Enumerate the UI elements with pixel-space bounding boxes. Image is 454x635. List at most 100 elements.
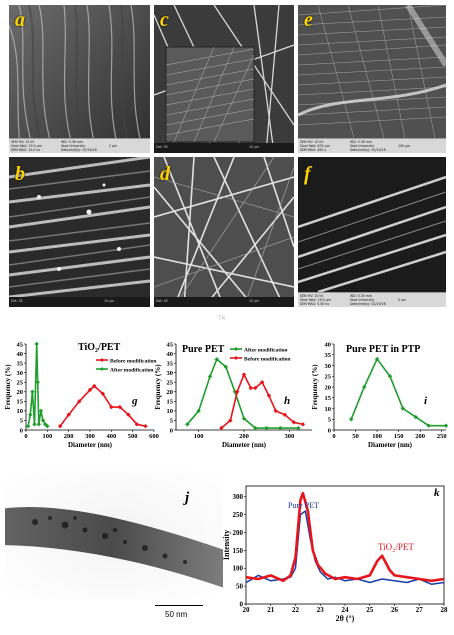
x-tick-label: 27: [416, 606, 424, 614]
x-axis-label: Diameter (nm): [222, 441, 267, 449]
y-tick-label: 15: [325, 395, 332, 402]
data-point: [77, 399, 82, 404]
data-point: [241, 416, 247, 421]
data-point: [207, 374, 213, 379]
y-tick-label: 40: [325, 341, 332, 348]
data-point: [126, 412, 131, 417]
series-label-tio2-pet: TiO₂/PET: [378, 542, 414, 552]
chart-i-svg: 0 50 100 150 200 250 0 5 10 15 20 25 30 35 40 Diameter …: [311, 341, 449, 449]
y-tick-label: 5: [170, 418, 174, 425]
fiber-texture-c: [154, 5, 294, 153]
x-tick-label: 500: [128, 433, 138, 440]
y-tick-label: 10: [167, 408, 174, 415]
x-tick-label: 24: [342, 606, 350, 614]
data-point: [36, 422, 41, 427]
data-point: [253, 385, 258, 391]
y-tick-label: 25: [17, 379, 24, 386]
chart-title: TiO₂/PET: [78, 342, 121, 353]
data-point: [38, 408, 44, 414]
y-tick-label: 20: [167, 389, 174, 396]
data-point: [232, 389, 238, 394]
data-point: [66, 412, 71, 417]
data-point: [426, 423, 431, 428]
y-tick-label: 30: [17, 370, 24, 377]
sem-panel-e: e SEM HV: 15 kV WD: 5.36 mm View field: …: [298, 5, 446, 153]
y-axis-label: Frequency (%): [154, 364, 162, 410]
data-point: [413, 414, 419, 420]
x-axis-label: Diameter (nm): [368, 441, 413, 449]
data-point: [278, 425, 283, 431]
y-tick-label: 100: [233, 565, 244, 573]
chart-k-svg: 20 21 22 23 24 25 26 27 28 0 50 100 150 200 250 300 2θ (…: [222, 485, 448, 623]
series-line-2: [220, 373, 304, 429]
y-tick-label: 40: [167, 351, 174, 358]
data-point: [30, 389, 35, 394]
fiber-texture-d: [154, 157, 294, 307]
data-point: [143, 423, 148, 429]
data-point: [443, 423, 449, 428]
y-tick-label: 150: [233, 547, 244, 555]
legend-after-marker: [100, 367, 104, 371]
series-line-1: [245, 510, 445, 586]
x-tick-label: 200: [239, 433, 249, 440]
chart-g: 0 100 200 300 400 500 600 0 5 10 15 20 25 30 35 40 45 Dia…: [0, 322, 165, 450]
y-axis-label: Intensity: [222, 530, 231, 560]
x-tick-label: 300: [85, 433, 95, 440]
y-axis-label: Frequency (%): [4, 364, 12, 410]
x-tick-label: 21: [267, 606, 275, 614]
data-point: [241, 372, 247, 377]
sem-info-bar-e: SEM HV: 15 kV WD: 5.36 mm View field: 63…: [298, 138, 446, 153]
x-tick-label: 300: [284, 433, 294, 440]
data-point: [253, 425, 258, 431]
data-point: [185, 422, 190, 427]
x-tick-label: 20: [243, 606, 251, 614]
panel-label-d: d: [160, 163, 170, 185]
y-tick-label: 300: [233, 493, 244, 501]
data-point: [374, 356, 380, 362]
legend-after-label: After modification: [244, 347, 287, 353]
x-tick-label: 100: [42, 433, 52, 440]
data-point: [300, 422, 306, 427]
watermark: TK: [218, 316, 226, 322]
data-point: [92, 383, 97, 389]
panel-label-h: h: [284, 395, 290, 407]
legend-before-marker: [100, 358, 104, 362]
data-point: [235, 389, 240, 394]
data-point: [264, 425, 269, 431]
x-tick-label: 26: [391, 606, 399, 614]
legend-before-label: Before modification: [244, 356, 291, 362]
data-point: [134, 422, 140, 427]
panel-label-c: c: [160, 9, 169, 31]
series-label-pure-pet: Pure PET: [288, 501, 319, 510]
plot-frame: [245, 485, 445, 605]
data-point: [266, 393, 272, 398]
series-line-1: [350, 358, 446, 427]
data-point: [282, 412, 287, 417]
x-tick-label: 100: [372, 433, 382, 440]
data-point: [228, 418, 233, 423]
y-tick-label: 45: [17, 341, 24, 348]
x-tick-label: 50: [352, 433, 359, 440]
panel-label-e: e: [304, 9, 313, 31]
chart-k: 20 21 22 23 24 25 26 27 28 0 50 100 150 200 250 300 2θ (…: [222, 462, 454, 630]
data-point: [196, 408, 201, 414]
y-tick-label: 20: [325, 384, 332, 391]
panel-label-k: k: [434, 487, 440, 499]
chart-i: 0 50 100 150 200 250 0 5 10 15 20 25 30 35 40 Diameter …: [306, 322, 454, 450]
data-point: [214, 357, 219, 362]
y-tick-label: 35: [167, 360, 174, 367]
data-point: [25, 423, 31, 429]
data-point: [57, 423, 63, 429]
data-point: [248, 385, 253, 391]
y-tick-label: 25: [325, 374, 332, 381]
x-tick-label: 0: [332, 433, 335, 440]
x-axis-label: 2θ (°): [336, 614, 355, 623]
x-tick-label: 400: [106, 433, 116, 440]
x-tick-label: 250: [437, 433, 447, 440]
tem-fiber-image: [5, 470, 223, 600]
x-tick-label: 200: [415, 433, 425, 440]
x-tick-label: 200: [64, 433, 74, 440]
y-tick-label: 0: [170, 427, 173, 434]
panel-label-b: b: [15, 163, 25, 185]
y-tick-label: 15: [167, 399, 174, 406]
